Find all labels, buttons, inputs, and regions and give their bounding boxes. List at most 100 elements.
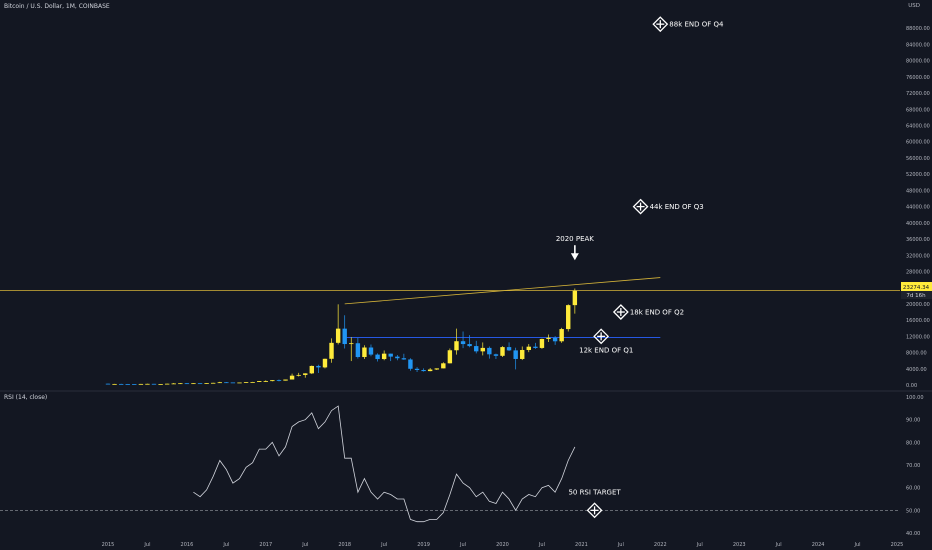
- price-tick-label: 68000.00: [906, 107, 930, 113]
- candle-body: [125, 384, 130, 385]
- price-tick-label: 4000.00: [906, 367, 927, 373]
- candle-body: [237, 382, 242, 384]
- target-marker: [593, 328, 610, 345]
- rsi-target-label: 50 RSI TARGET: [568, 488, 621, 496]
- candle-body: [355, 343, 361, 358]
- target-diamond: [612, 304, 629, 320]
- price-tick-label: 0.00: [906, 383, 917, 389]
- candle-body: [204, 383, 209, 384]
- target-label: 88k END OF Q4: [669, 21, 724, 29]
- candle-body: [441, 363, 446, 369]
- candle-body: [362, 347, 367, 358]
- target-label: 44k END OF Q3: [650, 203, 704, 211]
- trendline: [344, 277, 661, 305]
- time-tick-label: Jul: [380, 542, 387, 548]
- price-box: 23274.34 7d 16h: [901, 282, 932, 299]
- price-box-value: 23274.34: [903, 285, 930, 291]
- rsi-target-marker: [586, 502, 603, 519]
- candles: [105, 288, 578, 385]
- time-tick-label: Jul: [459, 542, 466, 548]
- candle-body: [250, 381, 255, 383]
- candle-body: [112, 383, 117, 385]
- rsi-tick-label: 80.00: [906, 440, 920, 446]
- rsi-tick-label: 40.00: [906, 531, 920, 537]
- candle-body: [289, 375, 295, 380]
- candle-body: [427, 369, 433, 372]
- candle-body: [539, 338, 545, 348]
- time-tick-label: Jul: [854, 542, 861, 548]
- target-label: 18k END OF Q2: [630, 309, 684, 317]
- candle-body: [138, 383, 144, 385]
- price-tick-label: 76000.00: [906, 75, 930, 81]
- candle-body: [513, 350, 518, 359]
- candle-body: [467, 344, 472, 347]
- candle-body: [105, 383, 111, 385]
- candle-body: [184, 383, 190, 385]
- price-tick-label: 80000.00: [906, 59, 930, 65]
- time-tick-label: 2017: [259, 542, 272, 548]
- candle-body: [546, 337, 551, 339]
- price-tick-label: 12000.00: [906, 334, 930, 340]
- candle-body: [270, 380, 275, 382]
- price-tick-label: 72000.00: [906, 91, 930, 97]
- time-tick-label: Jul: [143, 542, 150, 548]
- time-tick-label: 2024: [812, 542, 825, 548]
- time-tick-label: Jul: [617, 542, 624, 548]
- candle-body: [454, 341, 459, 351]
- time-tick-label: 2018: [338, 542, 351, 548]
- time-tick-label: 2022: [654, 542, 667, 548]
- candle-body: [520, 350, 525, 359]
- price-tick-label: 28000.00: [906, 269, 930, 275]
- candle-body: [322, 358, 328, 368]
- time-tick-label: 2015: [102, 542, 115, 548]
- rsi-tick-label: 90.00: [906, 418, 920, 424]
- time-tick-label: Jul: [775, 542, 782, 548]
- rsi-line: [193, 405, 576, 523]
- time-tick-label: Jul: [301, 542, 308, 548]
- candle-body: [368, 347, 374, 355]
- target-diamond: [652, 16, 669, 33]
- candle-body: [309, 365, 314, 374]
- candle-body: [171, 383, 176, 385]
- price-tick-label: 44000.00: [906, 205, 930, 211]
- candle-body: [506, 347, 512, 351]
- candle-body: [474, 346, 479, 352]
- candle-body: [434, 368, 439, 370]
- rsi-tick-label: 50.00: [906, 508, 920, 514]
- time-tick-label: 2019: [417, 542, 430, 548]
- time-tick-label: 2025: [891, 542, 904, 548]
- candle-body: [552, 337, 558, 342]
- candle-body: [197, 383, 203, 385]
- target-marker: [632, 198, 649, 215]
- candle-body: [217, 382, 223, 384]
- candle-body: [296, 374, 301, 376]
- rsi-tick-label: 70.00: [906, 463, 920, 469]
- candle-body: [375, 354, 380, 360]
- candle-body: [158, 384, 163, 385]
- time-tick-label: Jul: [222, 542, 229, 548]
- price-box-bg: [901, 282, 932, 291]
- candle-body: [500, 347, 505, 356]
- time-axis: 2015 Jul 2016 Jul 2017 Jul 2018 Jul 2019 Jul 2020 J…: [102, 542, 904, 548]
- price-tick-label: 56000.00: [906, 156, 930, 162]
- candle-body: [414, 368, 420, 370]
- candle-body: [342, 328, 347, 345]
- price-tick-label: 48000.00: [906, 188, 930, 194]
- price-axis: 0.00 4000.00 8000.00 12000.00 16000.00 20000.…: [906, 26, 930, 389]
- rsi-axis: 40.00 50.00 60.00 70.00 80.00 90.00 100.00: [0, 390, 932, 537]
- target-marker: [612, 304, 629, 320]
- candle-body: [145, 383, 150, 385]
- time-tick-label: 2021: [575, 542, 588, 548]
- candle-body: [243, 382, 249, 383]
- target-diamond: [586, 502, 603, 519]
- time-tick-label: 2020: [496, 542, 509, 548]
- price-tick-label: 64000.00: [906, 124, 930, 130]
- peak-label: 2020 PEAK: [556, 235, 594, 243]
- rsi-tick-label: 60.00: [906, 486, 920, 492]
- annotations: 2020 PEAK 18k END OF Q2 12k END OF Q1 44k E…: [556, 16, 724, 519]
- candle-body: [408, 359, 413, 369]
- time-tick-label: Jul: [696, 542, 703, 548]
- price-tick-label: 36000.00: [906, 237, 930, 243]
